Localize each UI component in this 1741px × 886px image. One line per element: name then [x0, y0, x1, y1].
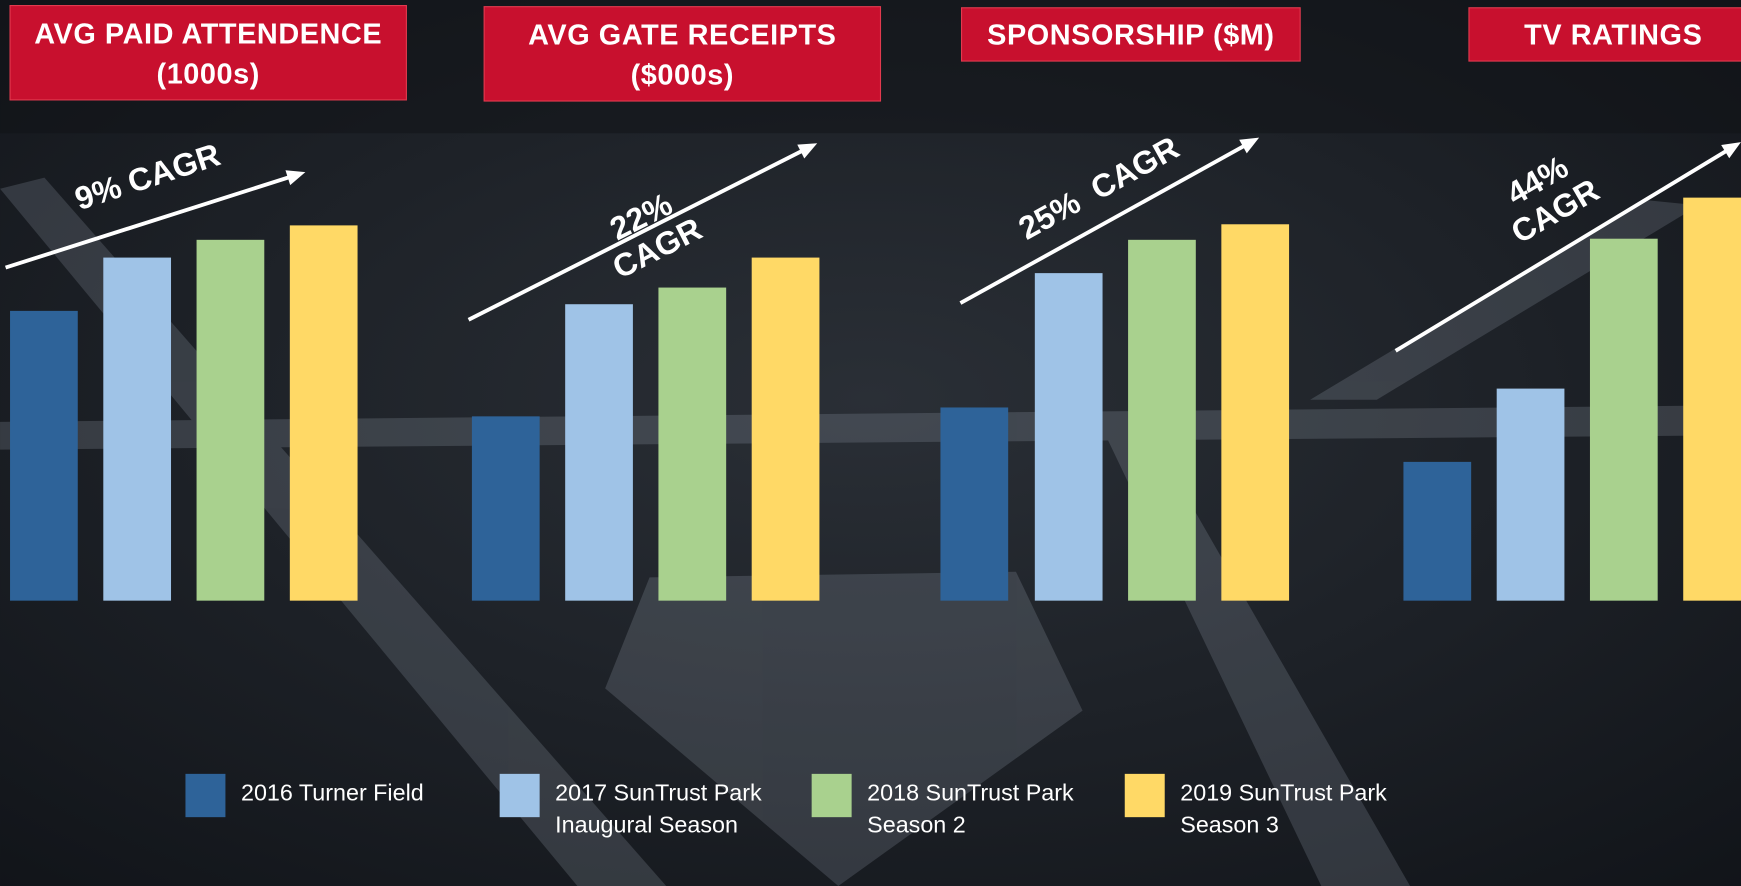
chart-page: AVG PAID ATTENDENCE (1000s)9% CAGRAVG GA… [0, 0, 1741, 886]
bar [565, 304, 633, 600]
legend-swatch [812, 774, 852, 817]
bar [658, 288, 726, 601]
legend-label-box: 2019 SunTrust Park Season 3 [1180, 777, 1408, 848]
chart-title: AVG GATE RECEIPTS ($000s) [484, 7, 880, 101]
chart-title: SPONSORSHIP ($M) [962, 8, 1301, 61]
bar [472, 416, 540, 600]
chart-title-box: AVG GATE RECEIPTS ($000s) [484, 7, 880, 101]
legend-swatch [1125, 774, 1165, 817]
bar [940, 407, 1008, 600]
bar [1221, 224, 1289, 600]
legend-label: 2019 SunTrust Park Season 3 [1180, 777, 1408, 841]
chart-title-box: AVG PAID ATTENDENCE (1000s) [10, 6, 406, 100]
bar [1035, 273, 1103, 601]
legend-label-box: 2016 Turner Field [241, 777, 469, 848]
legend-swatch [500, 774, 540, 817]
bar [1128, 240, 1196, 601]
legend-label-box: 2018 SunTrust Park Season 2 [867, 777, 1095, 848]
bar [10, 311, 78, 601]
chart-title-box: TV RATINGS [1469, 8, 1741, 61]
bar [752, 258, 820, 601]
bar [1497, 389, 1565, 601]
legend-label: 2018 SunTrust Park Season 2 [867, 777, 1095, 841]
bar [103, 258, 171, 601]
chart-title: AVG PAID ATTENDENCE (1000s) [10, 6, 406, 100]
legend-label: 2016 Turner Field [241, 777, 469, 809]
bar [197, 240, 265, 601]
legend-swatch [185, 774, 225, 817]
chart-title-box: SPONSORSHIP ($M) [962, 8, 1301, 61]
legend-label: 2017 SunTrust Park Inaugural Season [555, 777, 783, 841]
legend-label-box: 2017 SunTrust Park Inaugural Season [555, 777, 783, 848]
bar [1590, 239, 1658, 601]
chart-title: TV RATINGS [1469, 8, 1741, 61]
bar [290, 225, 358, 600]
bar [1403, 462, 1471, 601]
bar [1683, 198, 1741, 601]
